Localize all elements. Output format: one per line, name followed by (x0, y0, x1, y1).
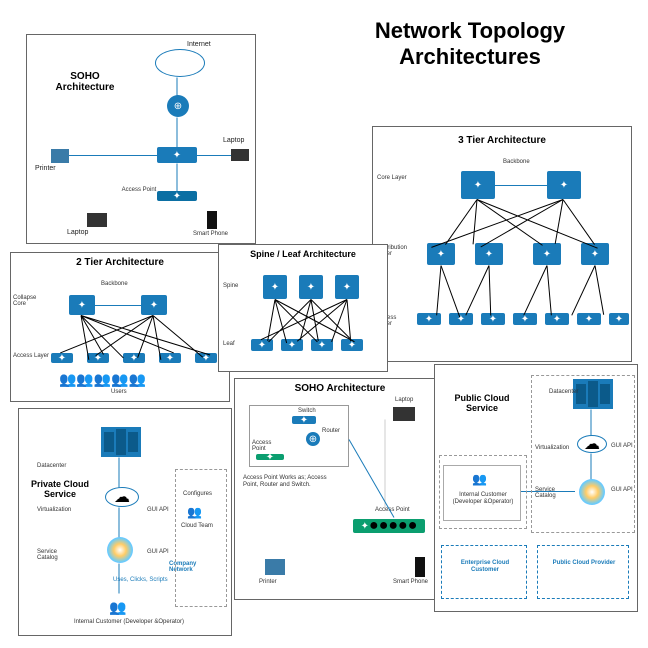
core-sw-1 (69, 295, 95, 315)
lbl-laptop2: Laptop (67, 229, 88, 236)
pc-cat: Service Catalog (37, 549, 75, 561)
ap-icon (157, 191, 197, 201)
s2-phone: Smart Phone (393, 579, 428, 585)
s2-sw-icon (292, 416, 316, 424)
s2-router: Router (322, 428, 340, 434)
users-icon: 👥👥👥👥👥 (59, 371, 146, 388)
t3-acc-4 (513, 313, 537, 325)
acc-sw-1 (51, 353, 73, 363)
core-sw-2 (141, 295, 167, 315)
lbl-internet: Internet (187, 41, 211, 48)
pc-gui2: GUI API (147, 549, 169, 555)
lbl-phone: Smart Phone (193, 231, 228, 237)
t3-acc-3 (481, 313, 505, 325)
switch-icon (157, 147, 197, 163)
private-title: Private CloudService (25, 479, 95, 499)
tier2-title: 2 Tier Architecture (15, 257, 225, 268)
pc-cloud-icon: ☁ (105, 487, 139, 507)
lbl-access2: Access Layer (13, 353, 49, 359)
tier3-title: 3 Tier Architecture (377, 135, 627, 146)
pub-prov: Public Cloud Provider (546, 560, 622, 567)
panel-public-cloud: Public CloudService Datacenter ☁ Virtual… (434, 364, 638, 612)
panel-spineleaf: Spine / Leaf Architecture Spine Leaf (218, 244, 388, 372)
soho1-title: SOHOArchitecture (45, 71, 125, 93)
pc-uses: Uses, Clicks, Scripts (113, 577, 169, 583)
s2-switch: Switch (298, 408, 316, 414)
t3-acc-1 (417, 313, 441, 325)
s2-ap2-icon: ●●●●● (353, 519, 425, 533)
lbl-printer: Printer (35, 165, 56, 172)
lbl-laptop1: Laptop (223, 137, 244, 144)
panel-soho-2: SOHO Architecture Laptop Switch Router A… (234, 378, 446, 600)
page-title: Network Topology Architectures (320, 18, 620, 71)
cloud-icon (155, 49, 205, 77)
leaf-2 (281, 339, 303, 351)
pc-cust: Internal Customer (Developer &Operator) (69, 619, 189, 625)
s2-phone-icon (415, 557, 425, 577)
t3-core-2 (547, 171, 581, 199)
phone-icon (207, 211, 217, 229)
s2-laptop: Laptop (395, 397, 413, 403)
s2-note: Access Point Works as; Access Point, Rou… (243, 475, 343, 488)
lbl-collapse: Collapse Core (13, 295, 49, 307)
s2-ap2: Access Point (375, 507, 410, 513)
s2-rt-icon (306, 432, 320, 446)
acc-sw-3 (123, 353, 145, 363)
lbl-leaf: Leaf (223, 341, 235, 347)
panel-3tier: 3 Tier Architecture Backbone Core Layer … (372, 126, 632, 362)
title-line2: Architectures (399, 44, 541, 69)
pc-virt: Virtualization (37, 507, 71, 513)
s2-ap: Access Point (252, 440, 286, 452)
t3-acc-5 (545, 313, 569, 325)
pc-user-icon: 👥 (109, 599, 126, 616)
t3-acc-2 (449, 313, 473, 325)
panel-soho-1: SOHOArchitecture Internet Printer Laptop… (26, 34, 256, 244)
soho2-title: SOHO Architecture (239, 383, 441, 394)
pc-catalog-icon (107, 537, 133, 563)
s2-ap-icon (256, 454, 284, 460)
t3-core-1 (461, 171, 495, 199)
lbl-backbone3: Backbone (503, 159, 530, 165)
public-title: Public CloudService (445, 393, 519, 413)
laptop2-icon (87, 213, 107, 227)
pc-gui1: GUI API (147, 507, 169, 513)
pc-datacenter-icon (101, 427, 141, 457)
title-line1: Network Topology (375, 18, 565, 43)
t3-acc-7 (609, 313, 629, 325)
t3-dist-3 (533, 243, 561, 265)
lbl-core3: Core Layer (377, 175, 407, 181)
spine-1 (263, 275, 287, 299)
panel-private-cloud: Private CloudService Datacenter ☁ Virtua… (18, 408, 232, 636)
lbl-spine: Spine (223, 283, 238, 289)
printer-icon (51, 149, 69, 163)
pub-ent: Enterprise Cloud Customer (448, 560, 522, 574)
t3-acc-6 (577, 313, 601, 325)
lbl-ap: Access Point (119, 187, 159, 193)
spine-3 (335, 275, 359, 299)
t3-dist-2 (475, 243, 503, 265)
pc-dc: Datacenter (37, 463, 66, 469)
spine-2 (299, 275, 323, 299)
lbl-backbone2: Backbone (101, 281, 128, 287)
acc-sw-4 (159, 353, 181, 363)
laptop-icon (231, 149, 249, 161)
lbl-users: Users (111, 389, 127, 395)
s2-laptop-icon (393, 407, 415, 421)
s2-printer: Printer (259, 579, 277, 585)
spineleaf-title: Spine / Leaf Architecture (223, 249, 383, 259)
s2-printer-icon (265, 559, 285, 575)
panel-2tier: 2 Tier Architecture Backbone Collapse Co… (10, 252, 230, 402)
leaf-3 (311, 339, 333, 351)
router-icon (167, 95, 189, 117)
